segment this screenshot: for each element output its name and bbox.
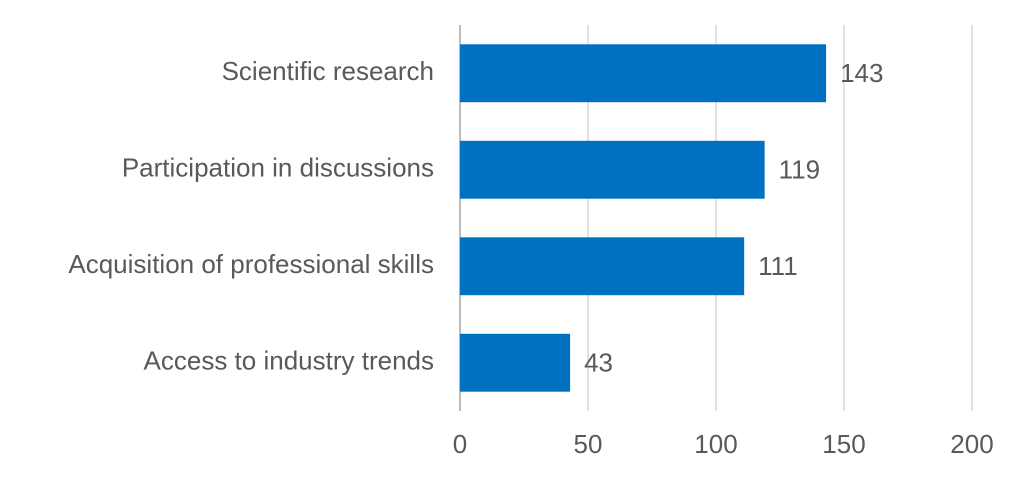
x-tick-label: 200 <box>950 429 993 459</box>
bar <box>460 333 571 392</box>
x-tick-label: 150 <box>822 429 865 459</box>
x-tick-label: 50 <box>574 429 603 459</box>
bar <box>460 237 745 296</box>
bar <box>460 44 827 103</box>
y-tick-label: Scientific research <box>222 56 434 86</box>
x-tick-label: 100 <box>694 429 737 459</box>
data-label: 111 <box>758 251 798 281</box>
bar <box>460 140 765 199</box>
data-label: 143 <box>840 58 883 88</box>
y-tick-label: Access to industry trends <box>144 346 434 376</box>
data-label: 43 <box>584 348 613 378</box>
y-tick-label: Participation in discussions <box>122 153 434 183</box>
x-tick-label: 0 <box>453 429 467 459</box>
y-tick-label: Acquisition of professional skills <box>68 249 434 279</box>
data-label: 119 <box>779 155 820 185</box>
